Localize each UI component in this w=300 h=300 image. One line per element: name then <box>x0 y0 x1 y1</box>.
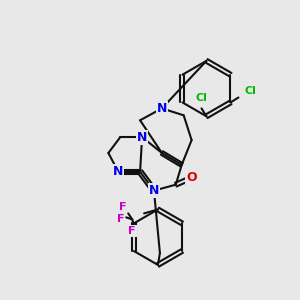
Text: F: F <box>118 202 126 212</box>
Text: Cl: Cl <box>196 94 208 103</box>
Text: N: N <box>113 165 124 178</box>
Text: F: F <box>128 226 136 236</box>
Text: N: N <box>157 102 167 115</box>
Text: N: N <box>137 130 147 144</box>
Text: N: N <box>149 184 159 197</box>
Text: F: F <box>116 214 124 224</box>
Text: Cl: Cl <box>244 85 256 96</box>
Text: O: O <box>186 171 197 184</box>
